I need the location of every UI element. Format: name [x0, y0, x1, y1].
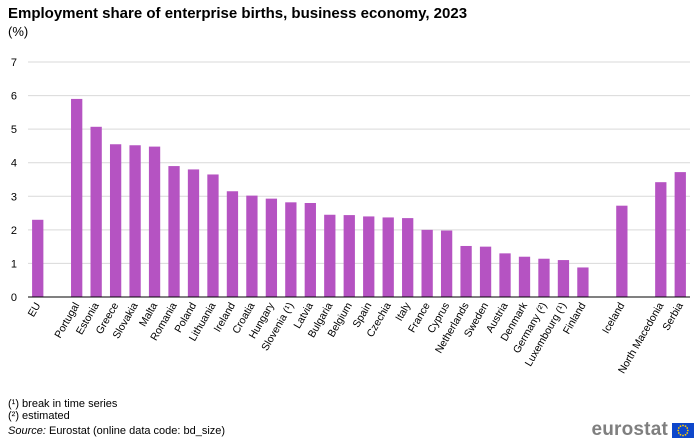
bar: [168, 166, 180, 297]
bar: [402, 218, 414, 297]
bar: [226, 191, 239, 297]
bar: [674, 172, 686, 297]
bar: [518, 256, 531, 297]
x-axis-ticks: EU PortugalEstoniaGreeceSlovakiaMaltaRoma…: [26, 300, 686, 376]
bar: [90, 126, 102, 298]
bar: [421, 229, 433, 297]
bar: [129, 145, 141, 297]
bar: [343, 215, 355, 297]
bar: [440, 230, 453, 297]
bar: [109, 144, 122, 297]
y-axis-ticks: 0 1 2 3 4 5 6 7: [11, 57, 17, 304]
gridlines: [28, 61, 690, 264]
bar: [285, 202, 297, 297]
source-line: Source: Eurostat (online data code: bd_s…: [8, 425, 225, 437]
bar: [363, 216, 375, 297]
bar: [499, 253, 511, 297]
eurostat-logo: eurostat: [591, 419, 694, 440]
y-tick-label: 7: [11, 57, 17, 69]
bar: [460, 245, 472, 297]
source-label: Source:: [8, 425, 46, 437]
eu-flag-icon: [672, 422, 694, 438]
bar: [655, 182, 667, 297]
chart-title: Employment share of enterprise births, b…: [8, 5, 468, 22]
bar: [324, 214, 336, 297]
bar: [207, 174, 219, 297]
x-tick-label: Portugal: [52, 301, 82, 341]
source-text: Eurostat (online data code: bd_size): [45, 425, 226, 437]
bar: [265, 198, 278, 297]
x-tick-label: Iceland: [600, 300, 627, 335]
footnote-break-in-series: (¹) break in time series: [8, 398, 118, 410]
chart-unit-subtitle: (%): [8, 24, 29, 39]
bar: [246, 195, 258, 297]
bar: [479, 246, 492, 297]
bar: [382, 217, 394, 297]
logo-text: eurostat: [591, 419, 668, 440]
bar: [32, 219, 44, 297]
bar: [148, 146, 161, 297]
bar: [538, 258, 550, 297]
bar: [187, 169, 200, 297]
y-tick-label: 5: [11, 124, 17, 136]
footnote-estimated: (²) estimated: [8, 410, 70, 422]
bars: [32, 98, 686, 298]
bar: [304, 203, 316, 297]
bar: [577, 267, 589, 297]
x-tick-label: EU: [26, 301, 44, 320]
y-tick-label: 2: [11, 225, 17, 237]
y-tick-label: 1: [11, 258, 17, 270]
bar: [71, 98, 83, 297]
bar: [557, 260, 570, 297]
bar: [616, 205, 628, 297]
y-tick-label: 4: [11, 158, 17, 170]
y-tick-label: 0: [11, 292, 17, 304]
y-tick-label: 6: [11, 91, 17, 103]
y-tick-label: 3: [11, 191, 17, 203]
